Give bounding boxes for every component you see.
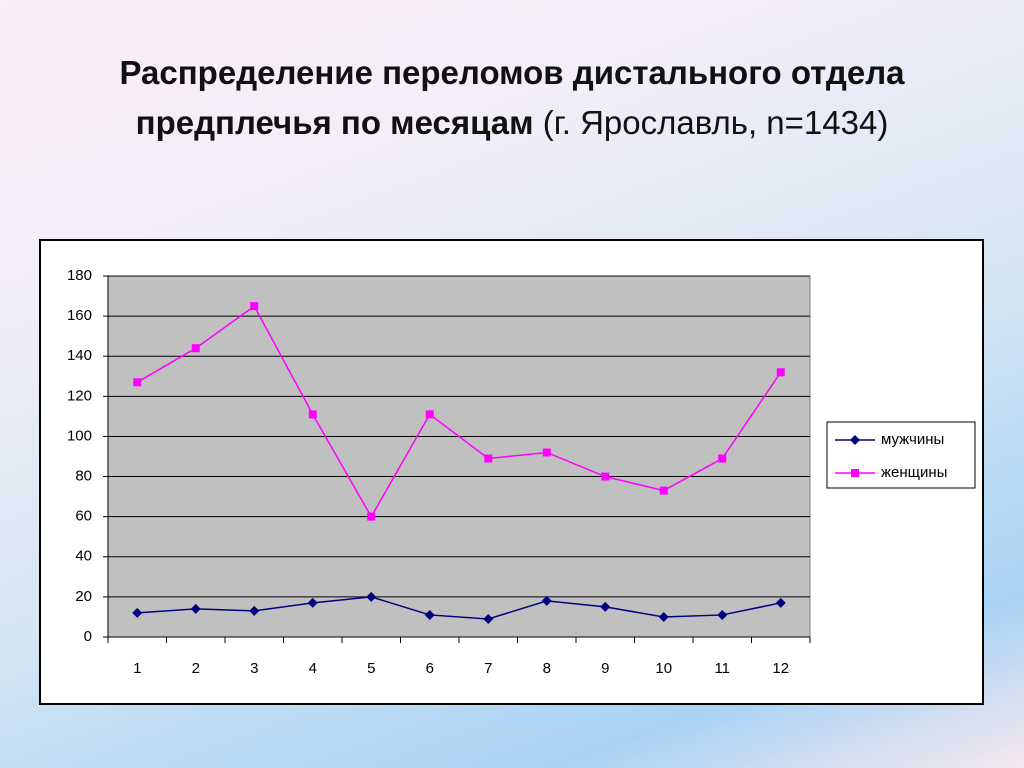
y-tick-label: 120 <box>67 387 92 404</box>
legend-label: мужчины <box>881 431 944 448</box>
y-tick-label: 60 <box>75 508 92 525</box>
x-tick-label: 1 <box>133 660 141 677</box>
marker <box>424 609 435 620</box>
marker <box>775 597 786 608</box>
y-tick-label: 40 <box>75 548 92 565</box>
x-tick-label: 6 <box>426 660 434 677</box>
x-tick-label: 7 <box>484 660 492 677</box>
x-tick-label: 2 <box>192 660 200 677</box>
legend-label: женщины <box>881 464 947 481</box>
marker <box>776 368 785 377</box>
y-tick-label: 80 <box>75 468 92 485</box>
y-tick-label: 160 <box>67 307 92 324</box>
x-tick-label: 5 <box>367 660 375 677</box>
plot-area <box>107 275 811 638</box>
chart-subtitle: (г. Ярославль, n=1434) <box>542 104 889 141</box>
marker <box>191 344 200 353</box>
x-tick-label: 9 <box>601 660 609 677</box>
marker <box>658 611 669 622</box>
marker <box>717 609 728 620</box>
x-tick-label: 8 <box>543 660 551 677</box>
x-tick-label: 4 <box>309 660 317 677</box>
y-tick-label: 20 <box>75 588 92 605</box>
marker <box>367 512 376 521</box>
marker <box>308 410 317 419</box>
marker <box>133 378 142 387</box>
marker <box>483 613 494 624</box>
marker <box>600 601 611 612</box>
marker <box>659 486 668 495</box>
y-tick-label: 140 <box>67 347 92 364</box>
x-tick-label: 3 <box>250 660 258 677</box>
marker <box>366 591 377 602</box>
marker <box>250 302 259 311</box>
marker <box>425 410 434 419</box>
marker <box>132 607 143 618</box>
marker <box>718 454 727 463</box>
series-line <box>136 304 782 519</box>
legend-marker <box>850 435 860 445</box>
legend-marker <box>851 469 859 477</box>
marker <box>190 603 201 614</box>
marker <box>601 472 610 481</box>
marker <box>542 448 551 457</box>
marker <box>307 597 318 608</box>
legend-box <box>826 421 976 489</box>
x-tick-label: 11 <box>714 660 730 677</box>
series-line <box>137 596 781 620</box>
title-block: Распределение переломов дистального отде… <box>62 48 962 148</box>
marker <box>249 605 260 616</box>
y-tick-label: 180 <box>67 267 92 284</box>
x-tick-label: 12 <box>772 660 789 677</box>
chart-title: Распределение переломов дистального отде… <box>119 54 905 141</box>
marker <box>484 454 493 463</box>
marker <box>541 595 552 606</box>
y-tick-label: 100 <box>67 427 92 444</box>
y-tick-label: 0 <box>84 628 92 645</box>
x-tick-label: 10 <box>655 660 672 677</box>
